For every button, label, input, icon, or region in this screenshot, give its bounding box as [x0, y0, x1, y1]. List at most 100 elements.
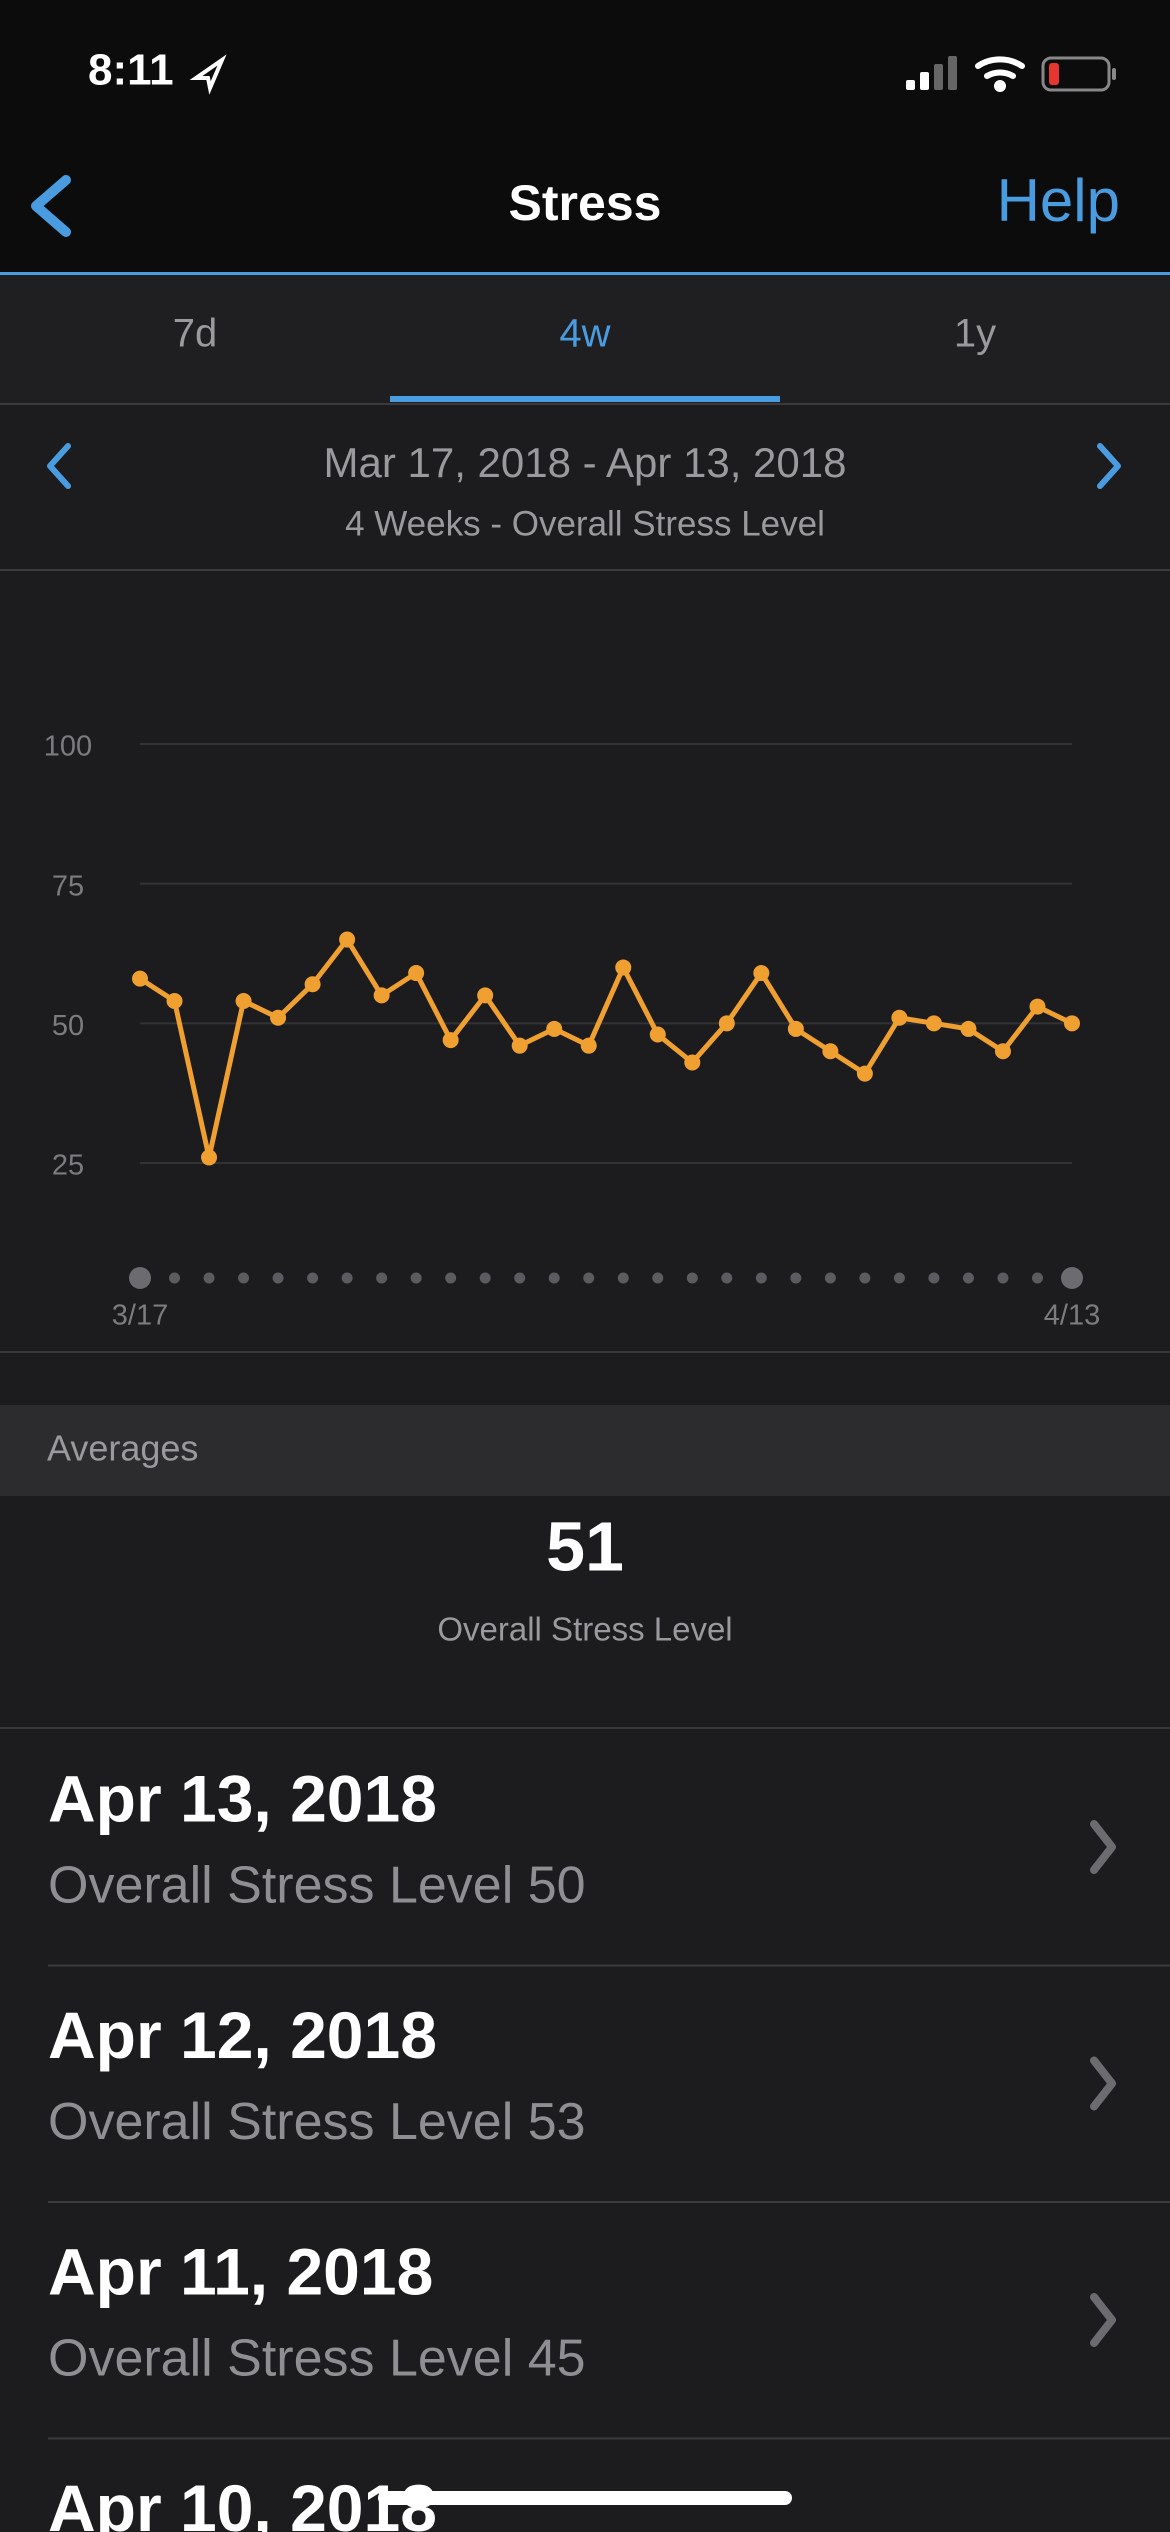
previous-range[interactable] [47, 443, 71, 489]
data-point [580, 1037, 597, 1054]
x-dot [893, 1272, 905, 1284]
x-dot [1061, 1267, 1083, 1289]
row-divider [48, 2201, 1170, 2203]
data-point [201, 1149, 218, 1166]
wifi-icon [975, 56, 1025, 92]
x-dot [445, 1272, 457, 1284]
data-point [132, 970, 148, 987]
data-point [511, 1037, 528, 1054]
divider [0, 403, 1170, 405]
row-chevron[interactable] [1090, 2293, 1116, 2347]
data-point [1064, 1015, 1080, 1032]
data-point [891, 1009, 908, 1026]
x-dot [129, 1267, 151, 1289]
back-button[interactable] [31, 175, 71, 237]
y-tick-label: 50 [52, 1010, 84, 1042]
data-point [339, 931, 356, 948]
nav-divider [0, 272, 1170, 275]
x-dot [548, 1272, 560, 1284]
data-point [442, 1032, 459, 1049]
stress-chart: 25 50 75 100 3/17 4/13 [44, 731, 1100, 1332]
data-point [994, 1043, 1011, 1060]
battery-icon [1041, 56, 1116, 92]
divider [0, 1727, 1170, 1729]
range-dates: Mar 17, 2018 - Apr 13, 2018 [323, 439, 846, 486]
x-dot [376, 1272, 388, 1284]
range-subtitle: 4 Weeks - Overall Stress Level [345, 504, 825, 543]
row-date[interactable]: Apr 13, 2018 [48, 1761, 437, 1835]
x-dot [928, 1272, 940, 1284]
tab-indicator [390, 396, 780, 402]
row-chevron[interactable] [1090, 1820, 1116, 1874]
row-detail[interactable]: Overall Stress Level 50 [48, 1857, 586, 1915]
row-date[interactable]: Apr 12, 2018 [48, 1998, 437, 2072]
signal-icon [906, 56, 957, 90]
x-dot [341, 1272, 353, 1284]
x-dot [307, 1272, 319, 1284]
x-dot [410, 1272, 422, 1284]
x-dot [1031, 1272, 1043, 1284]
data-point [166, 992, 183, 1009]
x-dot [238, 1272, 250, 1284]
data-point [753, 965, 770, 982]
x-dot [721, 1272, 733, 1284]
data-point [925, 1015, 942, 1032]
next-range[interactable] [1097, 443, 1121, 489]
help-button[interactable]: Help [997, 167, 1120, 234]
tab-bar [0, 275, 1170, 403]
data-point [304, 976, 321, 993]
y-tick-label: 100 [44, 731, 92, 763]
x-dot [755, 1272, 767, 1284]
nav-title: Stress [509, 175, 662, 231]
row-detail[interactable]: Overall Stress Level 45 [48, 2330, 586, 2388]
tab[interactable]: 1y [954, 312, 996, 356]
x-dot [617, 1272, 629, 1284]
top-bar [0, 0, 1170, 274]
status-time: 8:11 [88, 46, 174, 95]
data-point [408, 965, 425, 982]
data-point [373, 987, 390, 1004]
row-chevron[interactable] [1090, 2056, 1116, 2111]
data-point [235, 992, 252, 1009]
y-tick-label: 75 [52, 870, 84, 902]
section-header [0, 1405, 1170, 1496]
data-point [856, 1065, 873, 1082]
data-point [718, 1015, 735, 1032]
data-point [270, 1009, 287, 1026]
x-dot [859, 1272, 871, 1284]
x-tick-label: 4/13 [1044, 1300, 1100, 1332]
average-label: Overall Stress Level [437, 1611, 732, 1648]
line [138, 937, 1074, 1160]
data-point [477, 987, 494, 1004]
row-date[interactable]: Apr 10, 2018 [48, 2471, 437, 2532]
x-dot [479, 1272, 491, 1284]
data-point [546, 1020, 563, 1037]
x-dot [997, 1272, 1009, 1284]
location-icon [189, 54, 227, 95]
x-dot [962, 1272, 974, 1284]
data-point [684, 1054, 701, 1071]
section-title: Averages [47, 1428, 198, 1469]
x-tick-label: 3/17 [112, 1300, 168, 1332]
tab[interactable]: 7d [173, 312, 218, 356]
row-date[interactable]: Apr 11, 2018 [48, 2234, 433, 2308]
x-dot [790, 1272, 802, 1284]
tab[interactable]: 4w [559, 312, 610, 356]
y-tick-label: 25 [52, 1150, 84, 1182]
x-dot [686, 1272, 698, 1284]
data-point [1029, 998, 1046, 1015]
x-dot [583, 1272, 595, 1284]
divider [0, 569, 1170, 571]
row-detail[interactable]: Overall Stress Level 53 [48, 2093, 586, 2151]
x-dot [169, 1272, 181, 1284]
data-point [649, 1026, 666, 1043]
average-value: 51 [546, 1507, 624, 1585]
x-dot [824, 1272, 836, 1284]
row-divider [48, 2437, 1170, 2440]
data-point [787, 1020, 804, 1037]
home-indicator [378, 2491, 792, 2505]
divider [0, 1351, 1170, 1353]
data-point [960, 1020, 977, 1037]
